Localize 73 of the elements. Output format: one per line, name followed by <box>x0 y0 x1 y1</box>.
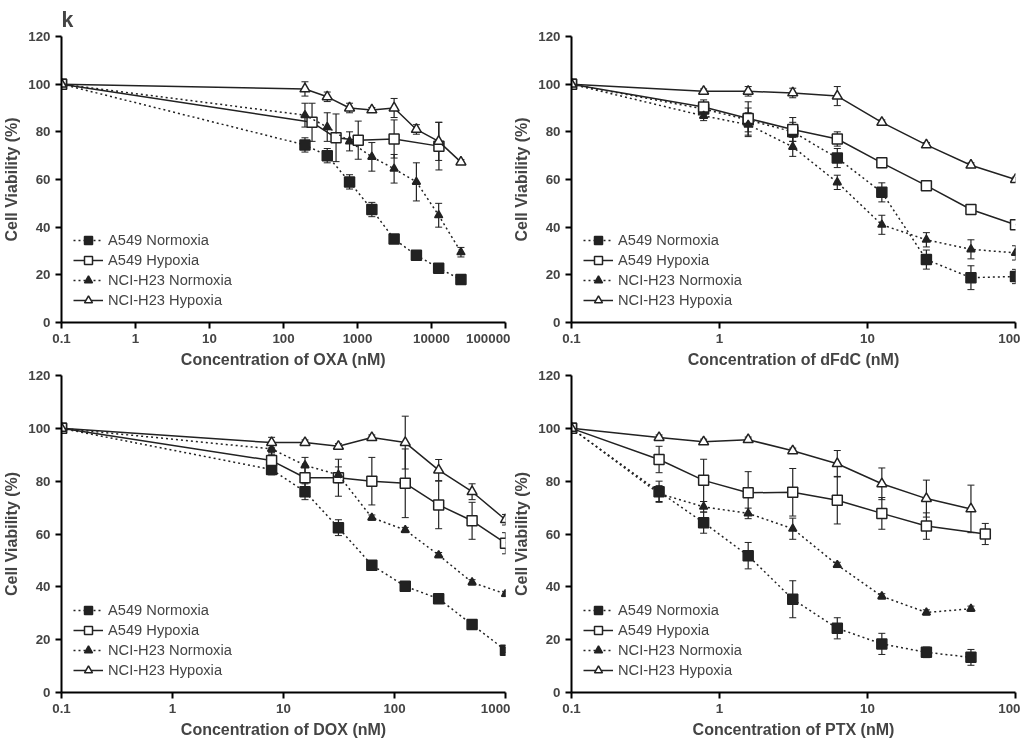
x-axis-title: Concentration of PTX (nM) <box>692 720 895 738</box>
y-tick-label: 120 <box>28 29 51 44</box>
y-tick-label: 80 <box>545 124 561 140</box>
x-axis-title: Concentration of dFdC (nM) <box>687 350 900 368</box>
y-tick-label: 120 <box>538 29 561 44</box>
x-tick-label: 10 <box>276 700 291 716</box>
y-axis-title: Cell Viability (%) <box>3 471 21 597</box>
x-tick-label: 1 <box>715 700 724 716</box>
legend-label: NCI-H23 Hypoxia <box>108 292 223 308</box>
y-tick-label: 100 <box>538 420 561 436</box>
y-tick-label: 20 <box>35 267 51 283</box>
x-tick-label: 10000 <box>412 330 451 346</box>
x-tick-label: 100000 <box>466 330 511 346</box>
y-tick-label: 40 <box>35 579 51 595</box>
x-tick-label: 10 <box>202 330 217 346</box>
x-tick-label: 0.1 <box>52 330 72 346</box>
y-tick-label: 100 <box>28 76 51 92</box>
x-tick-label: 1 <box>715 330 724 346</box>
y-axis-title: Cell Viability (%) <box>3 117 21 242</box>
legend-label: A549 Normoxia <box>618 232 720 248</box>
x-axis-title: Concentration of OXA (nM) <box>180 350 386 368</box>
y-tick-label: 40 <box>545 579 561 595</box>
legend-label: NCI-H23 Normoxia <box>618 272 742 288</box>
x-tick-label: 100 <box>998 330 1021 346</box>
x-tick-label: 100 <box>998 700 1021 716</box>
legend-label: NCI-H23 Hypoxia <box>108 662 223 678</box>
y-tick-label: 0 <box>553 315 561 330</box>
x-axis-title: Concentration of DOX (nM) <box>180 720 387 738</box>
y-tick-label: 60 <box>35 526 51 542</box>
legend-label: A549 Hypoxia <box>108 622 200 638</box>
x-tick-label: 100 <box>383 700 406 716</box>
legend-label: A549 Hypoxia <box>108 252 200 268</box>
y-tick-label: 20 <box>545 267 561 283</box>
y-tick-label: 60 <box>545 526 561 542</box>
y-axis-title: Cell Viability (%) <box>513 471 531 597</box>
x-tick-label: 10 <box>860 330 875 346</box>
y-tick-label: 20 <box>545 632 561 648</box>
legend-label: NCI-H23 Normoxia <box>618 642 742 658</box>
y-tick-label: 20 <box>35 632 51 648</box>
y-tick-label: 40 <box>35 219 51 235</box>
legend-label: NCI-H23 Normoxia <box>108 272 232 288</box>
legend-label: NCI-H23 Normoxia <box>108 642 232 658</box>
legend-label: A549 Normoxia <box>108 602 210 618</box>
legend-label: NCI-H23 Hypoxia <box>618 292 733 308</box>
y-tick-label: 120 <box>538 368 561 383</box>
x-tick-label: 1000 <box>342 330 373 346</box>
y-tick-label: 80 <box>35 124 51 140</box>
legend-label: A549 Normoxia <box>618 602 720 618</box>
y-axis-title: Cell Viability (%) <box>513 117 531 242</box>
legend-label: A549 Hypoxia <box>618 622 710 638</box>
y-tick-label: 60 <box>35 172 51 187</box>
x-tick-label: 0.1 <box>562 700 582 716</box>
legend-label: A549 Hypoxia <box>618 252 710 268</box>
x-tick-label: 1 <box>131 330 140 346</box>
legend-label: NCI-H23 Hypoxia <box>618 662 733 678</box>
x-tick-label: 0.1 <box>562 330 582 346</box>
y-tick-label: 0 <box>43 315 51 330</box>
y-tick-label: 0 <box>553 685 561 700</box>
y-tick-label: 0 <box>43 685 51 700</box>
y-tick-label: 40 <box>545 219 561 235</box>
y-tick-label: 120 <box>28 368 51 383</box>
x-tick-label: 1000 <box>480 700 511 716</box>
x-tick-label: 10 <box>860 700 875 716</box>
y-tick-label: 80 <box>545 473 561 489</box>
y-tick-label: 80 <box>35 473 51 489</box>
legend-label: A549 Normoxia <box>108 232 210 248</box>
x-tick-label: 1 <box>168 700 177 716</box>
y-tick-label: 100 <box>538 76 561 92</box>
y-tick-label: 100 <box>28 420 51 436</box>
x-tick-label: 100 <box>272 330 295 346</box>
x-tick-label: 0.1 <box>52 700 72 716</box>
y-tick-label: 60 <box>545 172 561 187</box>
text: k <box>61 7 74 32</box>
